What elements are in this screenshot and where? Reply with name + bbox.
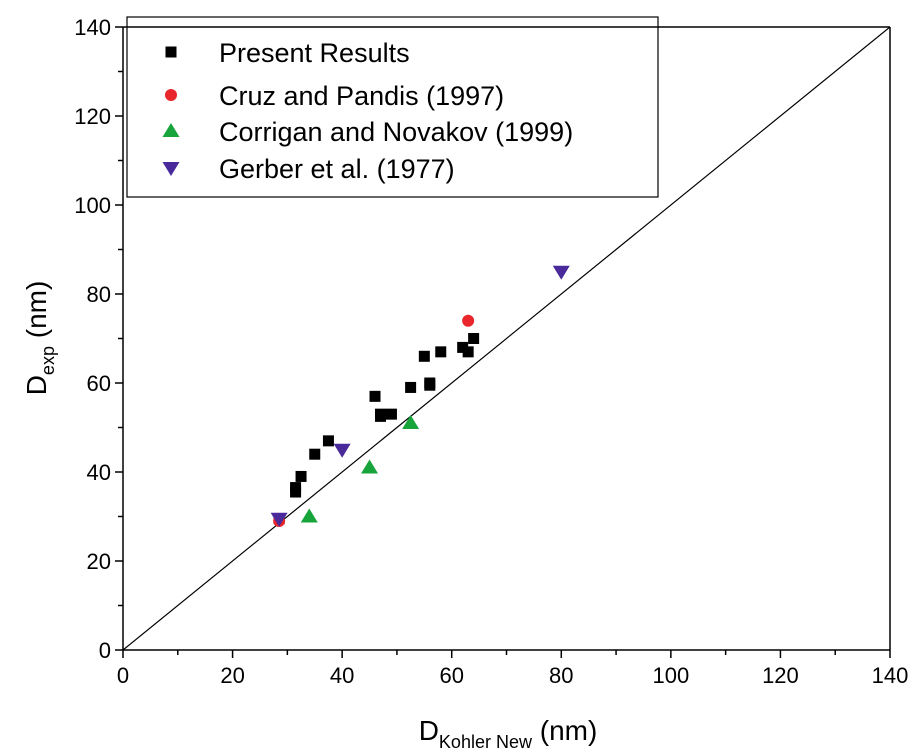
x-tick-label: 120 (762, 663, 799, 688)
y-tick-label: 20 (87, 549, 111, 574)
legend-label: Corrigan and Novakov (1999) (219, 117, 573, 147)
x-tick-label: 0 (117, 663, 129, 688)
data-point-square (309, 448, 321, 460)
axes: 0 20 40 60 80 100 120 140 0 20 40 60 80 100 120 140 (74, 15, 908, 688)
data-point-triangle-down (270, 512, 288, 527)
data-point-triangle-up (402, 415, 420, 430)
data-point-triangle-up (300, 508, 318, 523)
y-tick-label: 120 (74, 104, 111, 129)
legend-label: Cruz and Pandis (1997) (219, 81, 504, 111)
legend-label: Gerber et al. (1977) (219, 154, 455, 184)
y-tick-label: 80 (87, 282, 111, 307)
legend-label: Present Results (219, 38, 410, 68)
legend-marker-triangle-up (162, 123, 180, 137)
data-point-square (468, 333, 480, 344)
data-point-square (435, 346, 447, 358)
data-point-square (290, 482, 302, 494)
identity-line (122, 26, 891, 651)
data-point-triangle-down (333, 443, 351, 458)
data-point-square (374, 408, 386, 420)
x-tick-label: 20 (220, 663, 244, 688)
legend-marker-square (165, 46, 177, 58)
y-tick-label: 100 (74, 193, 111, 218)
data-point-square (424, 377, 436, 389)
data-point-square (385, 408, 397, 420)
legend-marker-triangle-down (162, 162, 180, 176)
data-point-square (369, 390, 381, 402)
reference-line (122, 26, 891, 651)
x-tick-label: 40 (330, 663, 354, 688)
data-point-square (405, 381, 417, 393)
x-tick-label: 140 (872, 663, 909, 688)
x-axis-title: DKohler New (nm) (419, 715, 598, 752)
data-point-square (295, 470, 307, 482)
x-tick-label: 100 (652, 663, 689, 688)
y-tick-label: 40 (87, 460, 111, 485)
data-point-circle (462, 314, 475, 327)
legend: Present Results Cruz and Pandis (1997) Cor… (126, 16, 659, 198)
y-tick-label: 0 (99, 638, 111, 663)
data-point-square (322, 435, 334, 447)
x-tick-label: 60 (439, 663, 463, 688)
data-point-square (418, 350, 430, 362)
legend-box (126, 16, 659, 198)
legend-marker-circle (165, 89, 177, 101)
data-point-square (462, 346, 474, 358)
x-tick-label: 80 (549, 663, 573, 688)
data-points (270, 265, 570, 527)
y-axis-title: Dexp (nm) (21, 281, 58, 396)
data-point-triangle-up (361, 459, 379, 474)
y-tick-label: 140 (74, 15, 111, 40)
y-tick-label: 60 (87, 371, 111, 396)
data-point-triangle-down (552, 265, 570, 280)
